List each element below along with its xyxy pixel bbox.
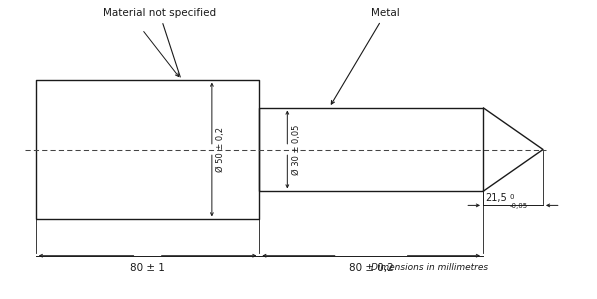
Text: Material not specified: Material not specified — [103, 8, 216, 77]
Text: 80 ± 1: 80 ± 1 — [130, 263, 165, 273]
Text: 80 ± 0,2: 80 ± 0,2 — [349, 263, 393, 273]
Text: Ø 50 ± 0,2: Ø 50 ± 0,2 — [216, 127, 225, 172]
Text: -0,05: -0,05 — [509, 203, 528, 209]
Text: Ø 30 ± 0,05: Ø 30 ± 0,05 — [291, 124, 300, 175]
Text: 0: 0 — [509, 194, 514, 200]
Text: Dimensions in millimetres: Dimensions in millimetres — [371, 263, 488, 272]
Text: Metal: Metal — [331, 8, 400, 104]
Text: 21,5: 21,5 — [486, 193, 507, 203]
